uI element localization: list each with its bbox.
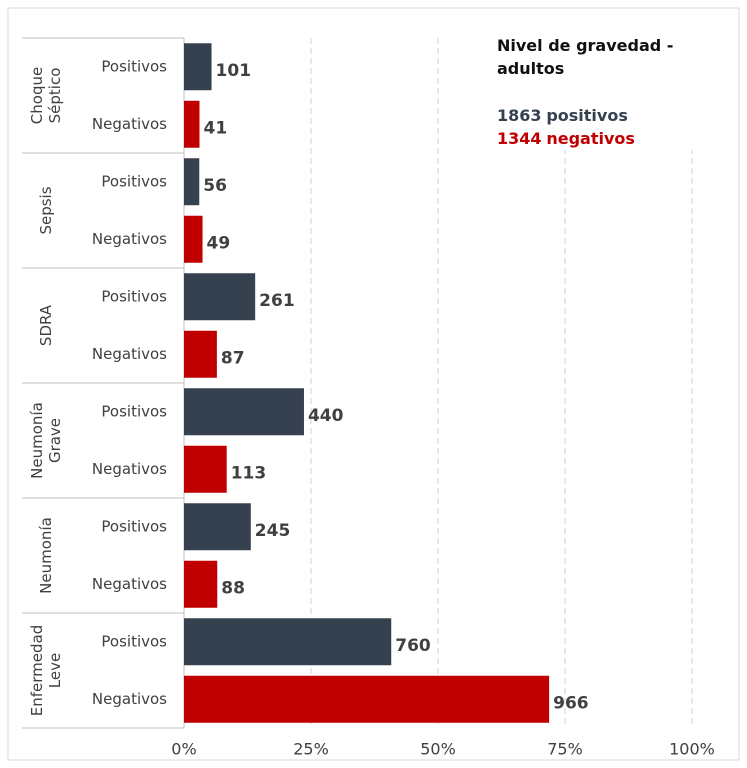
bar [184, 330, 217, 378]
group-label-line: Neumonía [37, 517, 55, 594]
group-label-line: Enfermedad [28, 625, 46, 716]
x-tick-label: 50% [420, 740, 456, 759]
group-label: EnfermedadLeve [28, 625, 64, 716]
group-label-line: Séptico [46, 68, 64, 124]
bar [184, 388, 304, 436]
row-label: Negativos [92, 690, 167, 708]
legend-entry: 1863 positivos [497, 104, 717, 127]
legend-total: 1344 [497, 129, 542, 148]
x-tick-label: 100% [669, 740, 715, 759]
bar [184, 675, 550, 723]
bar [184, 560, 218, 608]
group-label: SDRA [37, 304, 55, 346]
frame [7, 7, 740, 761]
legend-entry: 1344 negativos [497, 127, 717, 150]
bar [184, 215, 203, 263]
row-label: Positivos [101, 287, 167, 305]
data-label: 261 [259, 291, 295, 311]
bar [184, 445, 227, 493]
chart-title: Nivel de gravedad - adultos [497, 36, 674, 78]
group-label-line: Choque [28, 67, 46, 124]
legend-total: 1863 [497, 106, 542, 125]
data-label: 88 [221, 578, 245, 598]
group-label-line: Leve [46, 653, 64, 688]
row-label: Negativos [92, 115, 167, 133]
row-label: Positivos [101, 632, 167, 650]
bar [184, 273, 256, 321]
bar [184, 503, 251, 551]
legend: Nivel de gravedad - adultos 1863 positivo… [497, 34, 717, 150]
group-label-line: Neumonía [28, 402, 46, 479]
data-label: 113 [231, 463, 267, 483]
data-label: 87 [221, 348, 245, 368]
x-tick-label: 75% [547, 740, 583, 759]
data-label: 760 [395, 636, 431, 656]
group-label-line: SDRA [37, 304, 55, 346]
x-tick-label: 0% [171, 740, 196, 759]
x-tick-label: 25% [293, 740, 329, 759]
legend-name: negativos [546, 129, 635, 148]
data-label: 41 [203, 118, 227, 138]
row-label: Negativos [92, 460, 167, 478]
row-label: Positivos [101, 517, 167, 535]
data-label: 966 [553, 693, 589, 713]
group-label: NeumoníaGrave [28, 402, 64, 479]
row-label: Negativos [92, 575, 167, 593]
group-label-line: Sepsis [37, 186, 55, 234]
group-label-line: Grave [46, 418, 64, 463]
row-label: Positivos [101, 402, 167, 420]
row-label: Negativos [92, 230, 167, 248]
group-label: Neumonía [37, 517, 55, 594]
data-label: 245 [255, 521, 290, 541]
data-label: 101 [216, 61, 252, 81]
group-label: Sepsis [37, 186, 55, 234]
legend-name: positivos [546, 106, 628, 125]
bar [184, 100, 200, 148]
bar [184, 158, 200, 206]
row-label: Negativos [92, 345, 167, 363]
data-label: 49 [207, 233, 231, 253]
row-label: Positivos [101, 57, 167, 75]
bar [184, 43, 212, 91]
row-label: Positivos [101, 172, 167, 190]
data-label: 56 [203, 176, 227, 196]
group-label: ChoqueSéptico [28, 67, 64, 124]
data-label: 440 [308, 406, 344, 426]
bar [184, 618, 392, 666]
